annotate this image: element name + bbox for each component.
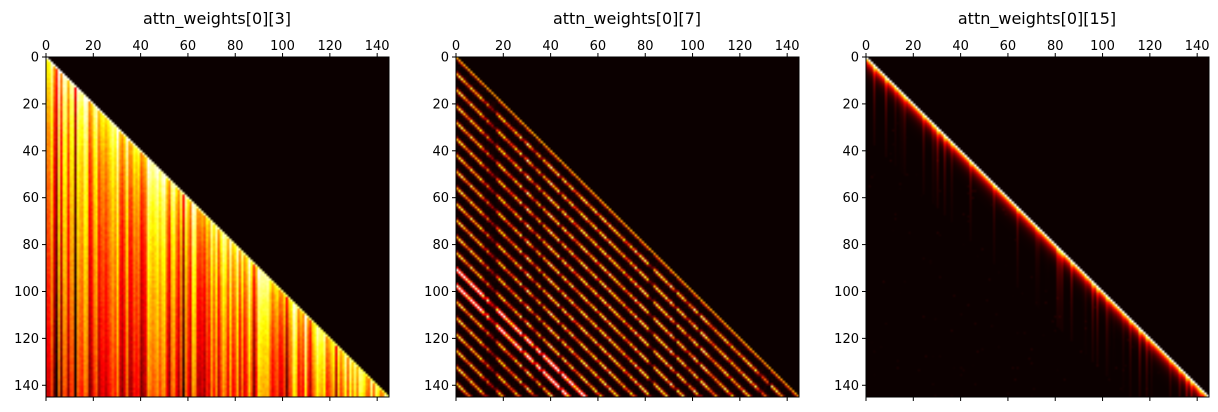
- heatmap-panel-1: attn_weights[0][3] 0 20 40 60 80 100 120 140 0 20…: [14, 9, 390, 401]
- x-tick-label: 100: [1090, 39, 1115, 54]
- y-tick-label: 20: [432, 97, 449, 112]
- y-tick-label: 20: [842, 97, 859, 112]
- y-tick-label: 120: [834, 332, 859, 347]
- x-tick-label: 100: [680, 39, 705, 54]
- y-tick-label: 0: [441, 51, 449, 66]
- panel-1-axes-frame: [45, 56, 390, 398]
- x-tick-label: 60: [1000, 39, 1017, 54]
- x-tick-label: 40: [952, 39, 969, 54]
- x-tick-label: 140: [365, 39, 390, 54]
- x-tick-label: 20: [85, 39, 102, 54]
- panel-3-heatmap-image: [866, 57, 1209, 397]
- x-tick-label: 60: [590, 39, 607, 54]
- y-tick-label: 40: [22, 144, 39, 159]
- panel-3-ticks: 0 20 40 60 80 100 120 140 0 20 40 60 80 100 120 140: [834, 39, 1210, 401]
- panel-1-ticks: 0 20 40 60 80 100 120 140 0 20 40 60 80 100 120 140: [14, 39, 390, 401]
- panel-3-axes-frame: [865, 56, 1210, 398]
- x-tick-label: 20: [495, 39, 512, 54]
- y-tick-label: 80: [842, 238, 859, 253]
- y-tick-label: 60: [432, 191, 449, 206]
- panel-1-title: attn_weights[0][3]: [143, 9, 291, 29]
- panel-3-title: attn_weights[0][15]: [958, 9, 1116, 29]
- y-tick-label: 60: [22, 191, 39, 206]
- y-tick-label: 80: [22, 238, 39, 253]
- x-tick-label: 60: [180, 39, 197, 54]
- x-tick-label: 0: [862, 39, 870, 54]
- y-tick-label: 140: [834, 379, 859, 394]
- x-tick-label: 80: [1047, 39, 1064, 54]
- y-tick-label: 140: [424, 379, 449, 394]
- y-tick-label: 60: [842, 191, 859, 206]
- y-tick-label: 120: [424, 332, 449, 347]
- panel-2-axes-frame: [455, 56, 800, 398]
- x-tick-label: 0: [452, 39, 460, 54]
- x-tick-label: 40: [542, 39, 559, 54]
- panel-2-title: attn_weights[0][7]: [553, 9, 701, 29]
- y-tick-label: 0: [851, 51, 859, 66]
- y-tick-label: 100: [424, 285, 449, 300]
- x-tick-label: 20: [905, 39, 922, 54]
- panel-2-ticks: 0 20 40 60 80 100 120 140 0 20 40 60 80 100 120 140: [424, 39, 800, 401]
- y-tick-label: 100: [14, 285, 39, 300]
- y-tick-label: 20: [22, 97, 39, 112]
- y-tick-label: 40: [432, 144, 449, 159]
- heatmap-panel-3: attn_weights[0][15] 0 20 40 60 80 100 120 140 0 2…: [834, 9, 1210, 401]
- x-tick-label: 0: [42, 39, 50, 54]
- x-tick-label: 100: [270, 39, 295, 54]
- panel-2-heatmap-image: [456, 57, 799, 397]
- x-tick-label: 120: [1137, 39, 1162, 54]
- x-tick-label: 80: [637, 39, 654, 54]
- panel-1-heatmap-image: [46, 57, 389, 397]
- x-tick-label: 120: [317, 39, 342, 54]
- y-tick-label: 0: [31, 51, 39, 66]
- x-tick-label: 40: [132, 39, 149, 54]
- x-tick-label: 140: [775, 39, 800, 54]
- y-tick-label: 120: [14, 332, 39, 347]
- y-tick-label: 140: [14, 379, 39, 394]
- y-tick-label: 100: [834, 285, 859, 300]
- x-tick-label: 140: [1185, 39, 1210, 54]
- y-tick-label: 80: [432, 238, 449, 253]
- y-tick-label: 40: [842, 144, 859, 159]
- x-tick-label: 120: [727, 39, 752, 54]
- heatmap-panel-2: attn_weights[0][7] 0 20 40 60 80 100 120 140 0 20…: [424, 9, 800, 401]
- x-tick-label: 80: [227, 39, 244, 54]
